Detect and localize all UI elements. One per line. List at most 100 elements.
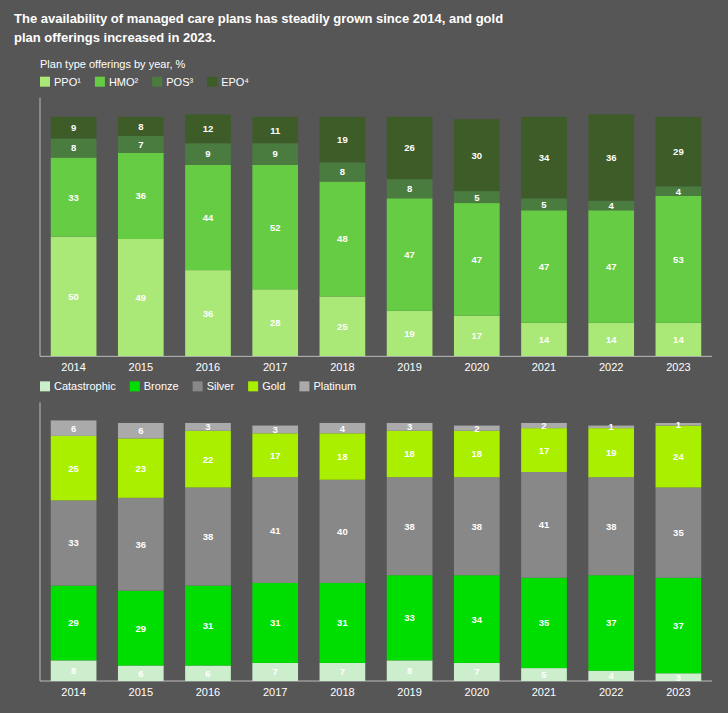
data-label: 47 (606, 261, 617, 272)
data-label: 4 (609, 670, 615, 681)
data-label: 6 (138, 668, 143, 679)
bar-segment (387, 431, 433, 477)
data-label: 29 (673, 146, 684, 157)
data-label: 37 (673, 620, 684, 631)
data-label: 3 (407, 421, 412, 432)
bar-segment (387, 179, 433, 198)
bar-segment (521, 428, 567, 472)
data-label: 19 (404, 328, 415, 339)
x-tick-label: 2017 (263, 361, 287, 373)
bar-segment (656, 578, 702, 673)
data-label: 8 (138, 121, 143, 132)
x-tick-label: 2014 (61, 686, 85, 698)
legend-label: POS³ (166, 76, 193, 88)
bar-segment (656, 186, 702, 196)
data-label: 1 (609, 421, 615, 432)
data-label: 37 (606, 617, 617, 628)
bar-segment (118, 117, 164, 136)
data-label: 41 (270, 525, 281, 536)
data-label: 14 (606, 334, 617, 345)
bar-segment (588, 201, 634, 211)
bar-segment (320, 480, 366, 583)
bar-segment (588, 114, 634, 200)
bar-segment (320, 423, 366, 433)
bar-segment (521, 668, 567, 681)
data-label: 52 (270, 222, 281, 233)
bar-segment (252, 433, 298, 477)
data-label: 25 (337, 321, 348, 332)
bar-segment (51, 586, 97, 661)
data-label: 31 (270, 617, 281, 628)
data-label: 49 (136, 292, 147, 303)
x-tick-label: 2015 (129, 686, 153, 698)
x-tick-label: 2022 (599, 686, 623, 698)
data-label: 34 (472, 614, 483, 625)
bar-segment (51, 436, 97, 501)
legend-label: PPO¹ (54, 76, 81, 88)
bar-segment (252, 143, 298, 165)
bar-segment (252, 289, 298, 356)
bar-segment (320, 583, 366, 663)
data-label: 47 (539, 261, 550, 272)
x-tick-label: 2019 (397, 686, 421, 698)
x-tick-label: 2019 (397, 361, 421, 373)
bar-segment (656, 426, 702, 488)
bar-segment (118, 438, 164, 497)
data-label: 8 (71, 665, 76, 676)
data-label: 8 (340, 166, 345, 177)
bar-segment (454, 316, 500, 357)
bar-segment (521, 117, 567, 198)
bars (51, 420, 701, 681)
data-label: 33 (68, 192, 79, 203)
legend-swatch (193, 381, 203, 391)
data-labels: 8667787543292931313133343537373336384140… (68, 419, 684, 683)
bar-segment (320, 182, 366, 297)
x-tick-label: 2016 (196, 361, 220, 373)
data-label: 3 (205, 421, 210, 432)
x-tick-label: 2014 (61, 361, 85, 373)
data-label: 7 (474, 666, 479, 677)
bar-segment (185, 666, 231, 681)
bar-segment (454, 575, 500, 663)
data-label: 29 (68, 617, 79, 628)
legend: CatastrophicBronzeSilverGoldPlatinum (40, 380, 356, 392)
x-tick-label: 2016 (196, 686, 220, 698)
data-label: 36 (606, 152, 617, 163)
legend-label: HMO² (109, 76, 139, 88)
legend-swatch (40, 77, 50, 87)
bars (51, 114, 701, 356)
bar-segment (51, 237, 97, 357)
data-label: 47 (472, 254, 483, 265)
data-label: 36 (136, 190, 147, 201)
data-label: 8 (407, 183, 412, 194)
x-tick-label: 2023 (666, 686, 690, 698)
data-label: 31 (203, 620, 214, 631)
data-label: 2 (474, 423, 479, 434)
data-label: 14 (539, 334, 550, 345)
data-label: 17 (270, 450, 281, 461)
legend: PPO¹ HMO² POS³ EPO⁴ (40, 76, 249, 88)
bar-segment (454, 431, 500, 477)
data-label: 6 (138, 425, 143, 436)
data-label: 7 (273, 666, 278, 677)
legend-label: EPO⁴ (221, 76, 249, 88)
data-label: 4 (609, 200, 615, 211)
data-label: 4 (340, 423, 346, 434)
legend-swatch (95, 77, 105, 87)
bar-segment (185, 586, 231, 666)
data-label: 5 (474, 192, 480, 203)
data-label: 40 (337, 526, 348, 537)
bar-segment (252, 583, 298, 663)
data-label: 17 (539, 445, 550, 456)
x-tick-label: 2017 (263, 686, 287, 698)
data-label: 50 (68, 291, 79, 302)
bar-segment (252, 477, 298, 583)
bar-segment (252, 117, 298, 143)
bar-segment (185, 431, 231, 488)
legend-swatch (152, 77, 162, 87)
data-label: 48 (337, 233, 348, 244)
data-label: 8 (71, 142, 76, 153)
data-label: 38 (404, 521, 415, 532)
data-label: 36 (136, 539, 147, 550)
bar-segment (588, 210, 634, 323)
